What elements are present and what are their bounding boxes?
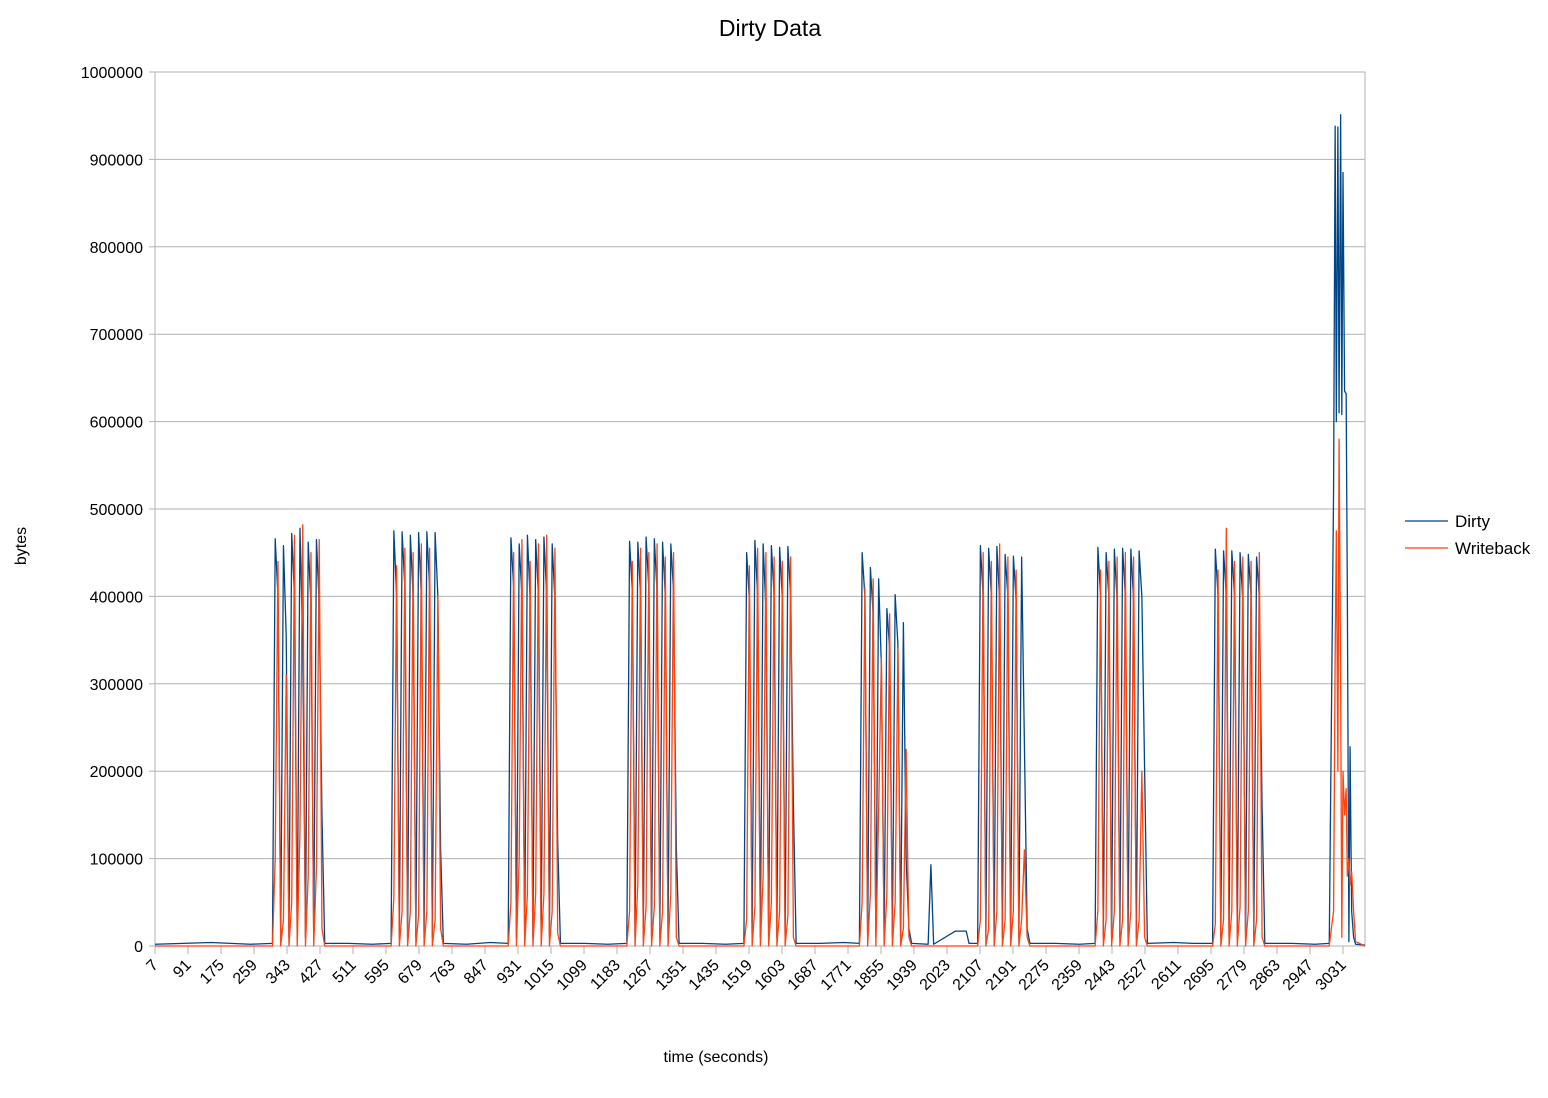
x-axis-label: time (seconds) xyxy=(664,1049,769,1066)
y-tick-label: 600000 xyxy=(90,415,143,432)
y-tick-label: 700000 xyxy=(90,327,143,344)
legend-label: Writeback xyxy=(1455,539,1531,558)
y-tick-label: 0 xyxy=(134,939,143,956)
y-tick-label: 200000 xyxy=(90,764,143,781)
chart-title: Dirty Data xyxy=(719,15,821,41)
y-tick-label: 1000000 xyxy=(81,65,143,82)
y-tick-label: 400000 xyxy=(90,589,143,606)
y-axis-label: bytes xyxy=(13,527,30,565)
y-tick-label: 300000 xyxy=(90,677,143,694)
y-tick-label: 900000 xyxy=(90,152,143,169)
y-tick-label: 800000 xyxy=(90,240,143,257)
y-tick-label: 500000 xyxy=(90,502,143,519)
legend-label: Dirty xyxy=(1455,512,1490,531)
y-tick-label: 100000 xyxy=(90,852,143,869)
series-line xyxy=(155,438,1366,947)
